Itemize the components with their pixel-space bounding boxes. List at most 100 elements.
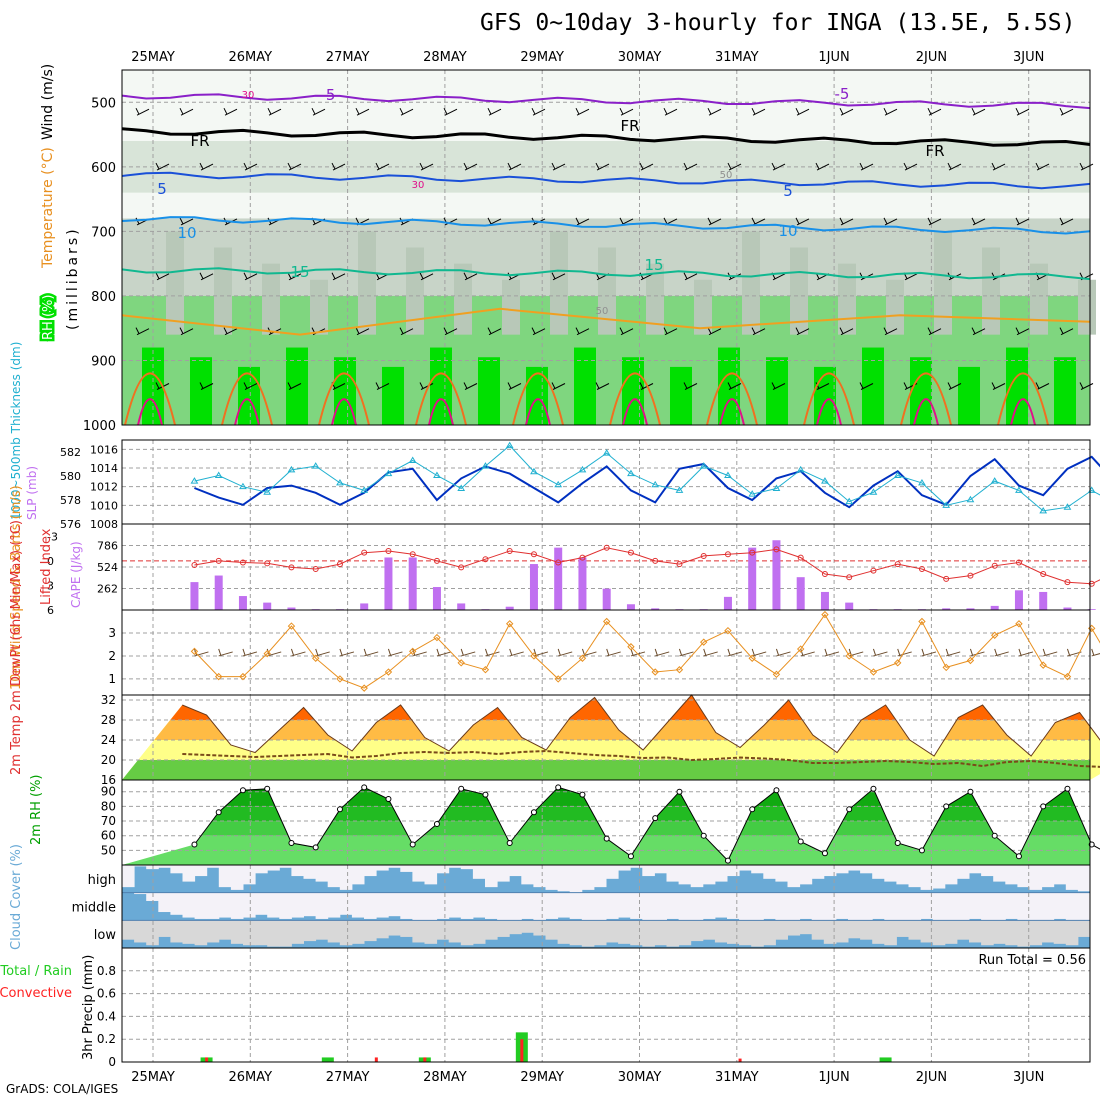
li-point [1088,580,1095,587]
isotherm-line [622,398,648,426]
wind-barb [883,327,898,336]
wind-barb [927,107,942,116]
wind-barb [751,107,766,116]
cloud-clear-bar [376,865,389,871]
rh-point [288,840,295,847]
rh-point [797,838,804,845]
wind-barb [135,327,150,336]
cloud-clear-bar [569,865,583,893]
cloud-clear-bar [969,865,982,874]
footer-credit: GrADS: COLA/IGES [6,1082,119,1096]
wind-speed-point [796,645,805,653]
wind-speed-point [408,647,417,656]
wind-barb [223,107,238,116]
wind-barb [678,648,694,657]
wind-barb [575,327,590,336]
wind-barb [727,382,742,390]
li-point [385,548,392,555]
cloud-clear-bar [920,892,934,919]
wind-barb [683,162,698,171]
cloud-clear-bar [448,920,462,943]
ylabel-cloud: Cloud Cover (%) [9,844,24,950]
wind-barb [315,648,330,657]
cape-bar [432,587,441,610]
cloud-clear-bar [509,892,522,921]
y-tick-right: 1008 [90,518,118,531]
li-point [749,549,756,556]
wind-barb [751,327,766,336]
li-point [652,557,659,564]
rh-point [700,832,707,839]
rh-blob [190,357,212,425]
y-tick-left: 576 [60,518,81,531]
cloud-clear-bar [1017,920,1030,947]
cloud-clear-bar [981,892,994,921]
cloud-clear-bar [860,892,873,921]
isotherm-line [331,398,357,426]
cloud-clear-bar [823,892,837,921]
slp-point [239,482,247,490]
rh-line [194,786,1100,862]
li-point [991,562,998,569]
legend-total: Total / Rain [0,964,72,979]
cloud-clear-bar [993,865,1006,882]
date-label-bottom: 28MAY [423,1070,467,1085]
cloud-clear-bar [775,865,788,882]
wind-barb [707,217,722,226]
panel-frame [121,439,1091,525]
cloud-clear-bar [521,892,534,919]
ylabel-millibars: (millibars) [65,226,81,330]
rh-point [264,785,271,792]
slp-point [433,471,441,478]
li-point [724,551,731,558]
cloud-clear-bar [981,920,994,946]
isotherm-line [609,372,661,426]
slp-point [796,465,805,473]
cape-bar [457,603,466,610]
cloud-clear-bar [376,892,389,918]
isotherm-line [318,372,370,426]
li-point [603,544,610,551]
cloud-clear-bar [690,865,704,888]
contour-label: 30 [412,180,425,191]
precip-conv-bar [520,1039,524,1062]
li-point [627,549,634,556]
wind-barb [595,162,610,171]
cape-bar [190,582,199,610]
cloud-clear-bar [170,920,183,943]
wind-barb [199,162,214,171]
wind-barb [218,648,233,657]
wind-barb [800,648,815,657]
contour-label: 15 [644,256,663,274]
cloud-clear-bar [727,865,740,877]
cloud-clear-bar [497,865,510,882]
slp-point [505,441,514,449]
cloud-clear-bar [448,865,462,868]
cape-bar [529,564,538,610]
wind-barb [179,217,194,226]
li-point [458,564,465,571]
rh-band [122,821,1090,836]
isotherm-line [121,307,1091,336]
cloud-clear-bar [158,892,171,913]
y-tick-label: 0 [108,1055,116,1069]
cloud-clear-bar [956,865,970,879]
wind-barb [1059,107,1074,116]
ylabel-precip: 3hr Precip (mm) [81,955,96,1060]
cloud-clear-bar [666,920,680,947]
wind-barb [1091,648,1100,657]
rh-blob [886,279,904,335]
wind-barb [155,272,170,281]
cloud-clear-bar [291,865,304,877]
cloud-clear-bar [412,892,425,921]
cloud-clear-bar [1065,865,1079,890]
cape-bar [554,547,563,610]
slp-point [457,484,466,492]
cloud-clear-bar [315,865,329,882]
wind-speed-point [554,675,562,683]
upper-air-panel: -5 -5 FR FR FR 5 5 10 10 15 15 30 30 50 50 500 600 700 800… [39,64,1096,434]
date-label-bottom: 26MAY [229,1070,273,1085]
isotherm-line [1010,398,1036,426]
slp-point [263,488,272,495]
li-point [797,554,804,561]
